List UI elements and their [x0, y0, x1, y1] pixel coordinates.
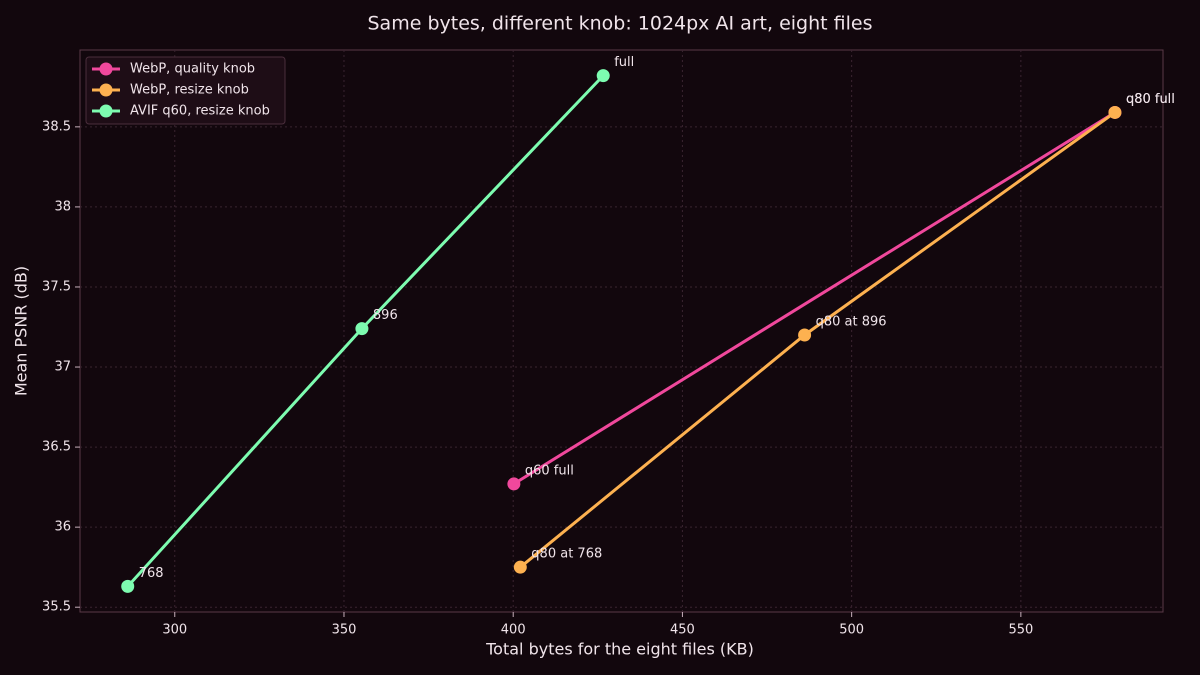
x-tick-label: 550: [1008, 623, 1033, 638]
x-tick-label: 500: [839, 623, 864, 638]
legend-label: WebP, quality knob: [130, 62, 255, 77]
point-label: q80 at 768: [531, 547, 602, 562]
data-point: [798, 328, 812, 342]
x-tick-label: 400: [501, 623, 526, 638]
legend-label: WebP, resize knob: [130, 83, 249, 98]
y-tick-label: 38.5: [42, 119, 71, 134]
data-point: [507, 477, 521, 491]
point-label: 768: [139, 566, 164, 581]
data-point: [121, 579, 135, 593]
y-axis-label: Mean PSNR (dB): [12, 266, 31, 396]
x-tick-label: 300: [162, 623, 187, 638]
x-tick-label: 450: [670, 623, 695, 638]
legend-marker: [99, 83, 113, 97]
y-tick-label: 36: [54, 520, 71, 535]
data-point: [596, 69, 610, 83]
y-tick-label: 36.5: [42, 440, 71, 455]
y-tick-label: 38: [54, 199, 71, 214]
legend-marker: [99, 62, 113, 76]
point-label: 896: [373, 308, 398, 323]
x-tick-label: 350: [332, 623, 357, 638]
chart-title: Same bytes, different knob: 1024px AI ar…: [368, 13, 873, 35]
point-label: q80 full: [1126, 92, 1175, 107]
data-point: [513, 560, 527, 574]
legend: WebP, quality knob WebP, resize knob AVIF …: [85, 56, 286, 125]
point-label: full: [614, 55, 634, 70]
data-point: [1108, 105, 1122, 119]
y-tick-label: 35.5: [42, 600, 71, 615]
series-line: [513, 111, 1116, 486]
point-label: q60 full: [525, 463, 574, 478]
data-point: [355, 322, 369, 336]
y-tick-label: 37.5: [42, 279, 71, 294]
point-label: q80 full: [1126, 92, 1175, 107]
legend-box: [85, 56, 286, 125]
y-tick-label: 37: [54, 360, 71, 375]
x-axis-label: Total bytes for the eight files (KB): [485, 640, 754, 659]
plot-area: [79, 49, 1164, 613]
legend-label: AVIF q60, resize knob: [130, 104, 270, 119]
legend-marker: [99, 104, 113, 118]
point-label: q80 at 896: [816, 315, 887, 330]
